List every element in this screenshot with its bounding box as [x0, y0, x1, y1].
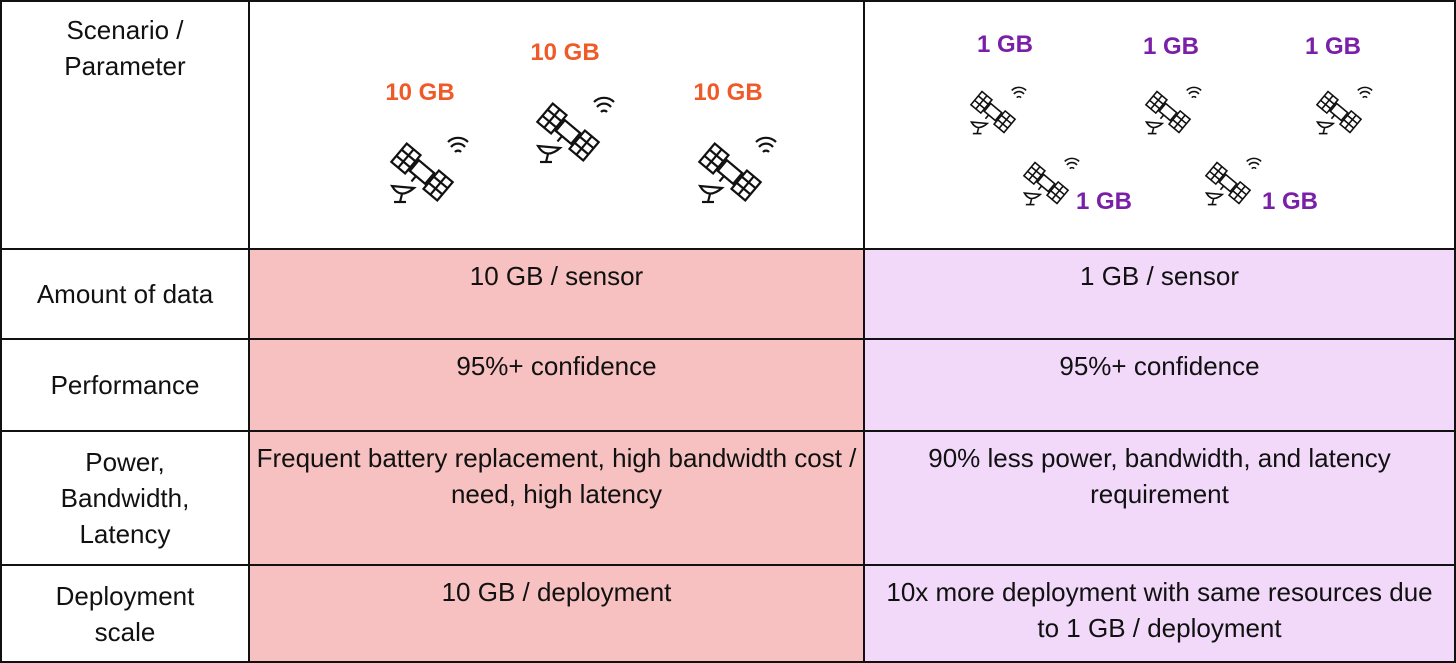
data-size-label: 1 GB [1261, 188, 1319, 215]
satellite-icon [1023, 158, 1079, 204]
cell-text: 90% less power, bandwidth, and latency r… [928, 443, 1391, 509]
cell: 10x more deployment with same resources … [863, 564, 1456, 663]
cell-text: 95%+ confidence [456, 351, 657, 381]
row-label-text: Performance [50, 370, 200, 400]
cell-text: 10x more deployment with same resources … [886, 577, 1433, 643]
satellite-icon [388, 136, 470, 204]
row-label-text: Deployment scale [55, 580, 195, 647]
cell-text: Frequent battery replacement, high bandw… [256, 443, 857, 509]
cell-text: 95%+ confidence [1059, 351, 1260, 381]
header-label: Scenario / Parameter [64, 15, 186, 81]
cell: 95%+ confidence [248, 338, 865, 432]
row-label: Performance [0, 338, 250, 432]
data-size-label: 1 GB [1075, 188, 1133, 215]
satellite-icon [696, 136, 778, 204]
data-size-label: 10 GB [530, 39, 600, 66]
satellite-icon [970, 87, 1026, 133]
cell-text: 1 GB / sensor [1080, 261, 1239, 291]
data-size-label: 10 GB [385, 79, 455, 106]
satellite-icon [1205, 158, 1261, 204]
cell: Frequent battery replacement, high bandw… [248, 430, 865, 566]
satellite-icons [388, 0, 1456, 250]
satellite-icon [534, 96, 616, 164]
data-size-label: 1 GB [1304, 33, 1362, 60]
cell: 95%+ confidence [863, 338, 1456, 432]
data-size-label: 1 GB [976, 31, 1034, 58]
row-label: Power, Bandwidth, Latency [0, 430, 250, 566]
satellite-icon [1145, 87, 1201, 133]
cell: 10 GB / sensor [248, 248, 865, 340]
row-label-text: Amount of data [36, 279, 214, 309]
row-label: Amount of data [0, 248, 250, 340]
row-label: Deployment scale [0, 564, 250, 663]
cell-text: 10 GB / deployment [441, 577, 672, 607]
cell: 1 GB / sensor [863, 248, 1456, 340]
data-size-label: 10 GB [693, 79, 763, 106]
satellite-icon [1316, 87, 1372, 133]
data-size-label: 1 GB [1142, 33, 1200, 60]
cell-text: 10 GB / sensor [469, 261, 644, 291]
cell: 10 GB / deployment [248, 564, 865, 663]
row-label-text: Power, Bandwidth, Latency [60, 447, 190, 549]
cell: 90% less power, bandwidth, and latency r… [863, 430, 1456, 566]
